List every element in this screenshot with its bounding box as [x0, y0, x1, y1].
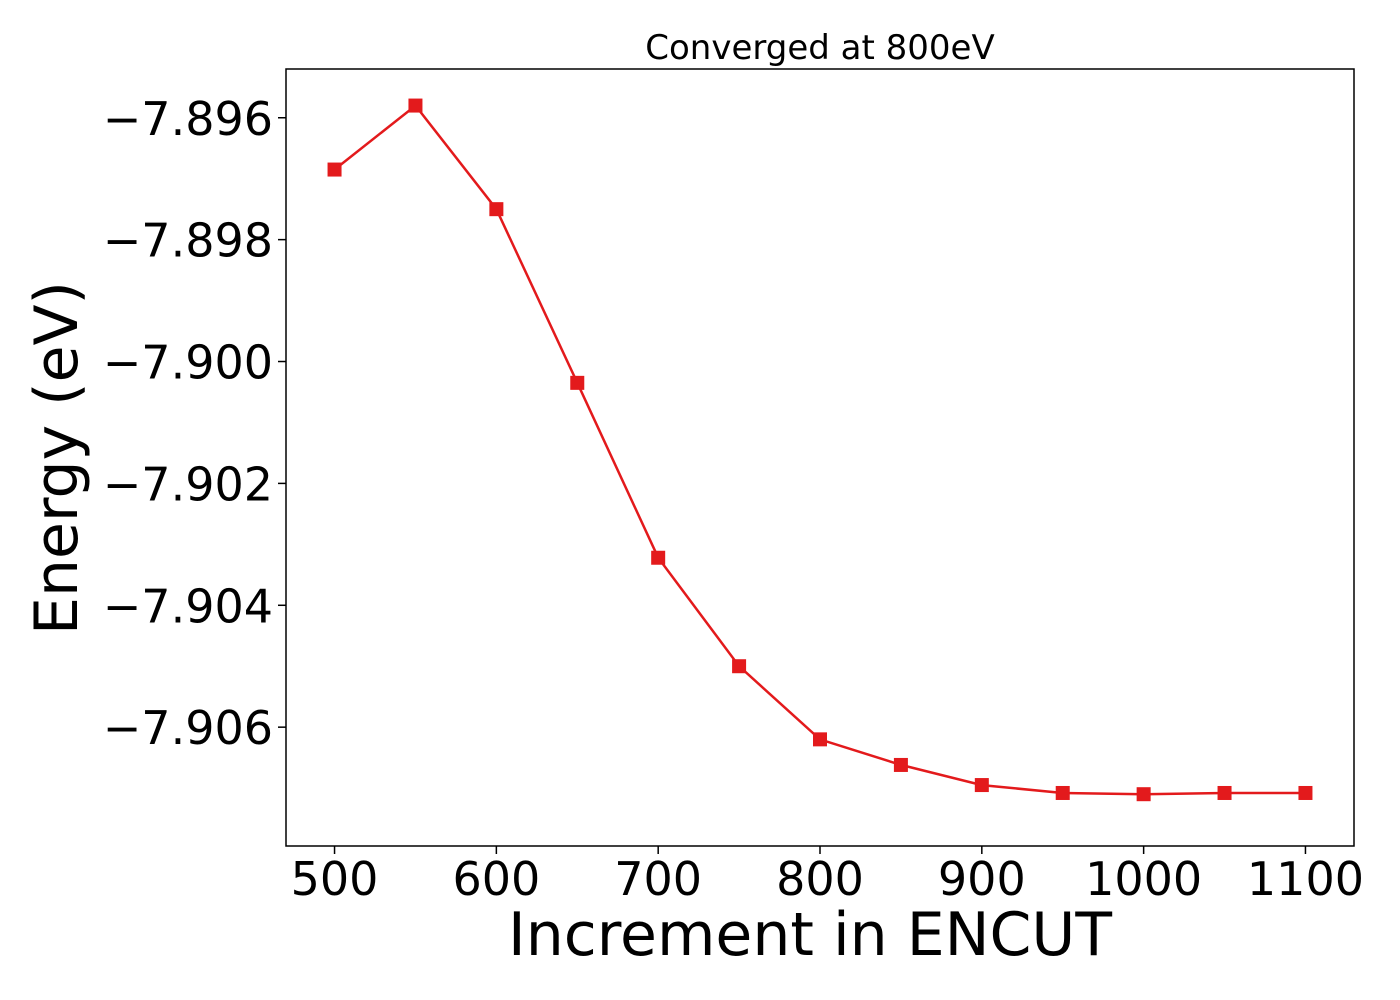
y-tick-label: −7.900: [103, 336, 273, 390]
data-point: [813, 732, 827, 747]
x-axis-label: Increment in ENCUT: [508, 900, 1112, 970]
series-line: [333, 103, 1306, 796]
data-point: [570, 375, 585, 390]
data-point: [651, 550, 666, 565]
y-tick-label: −7.906: [103, 701, 273, 755]
x-tick-label: 900: [938, 852, 1026, 906]
x-tick-label: 1000: [1085, 852, 1202, 906]
y-axis: −7.896 −7.898 −7.900 −7.902 −7.904 −7.906: [103, 92, 286, 755]
y-tick-label: −7.902: [103, 457, 273, 511]
y-tick-label: −7.904: [103, 579, 273, 633]
chart-title: Converged at 800eV: [645, 28, 994, 68]
data-point: [1298, 785, 1313, 800]
x-tick-label: 600: [452, 852, 540, 906]
plot-frame: [285, 68, 1355, 847]
data-point: [893, 757, 908, 772]
series-layer: [327, 98, 1313, 802]
x-tick-label: 700: [614, 852, 702, 906]
data-point: [1136, 787, 1151, 802]
x-axis: 500 600 700 800 900 1000 1100: [291, 846, 1364, 906]
data-point: [327, 162, 342, 177]
data-point: [1217, 785, 1232, 800]
x-tick-label: 1100: [1247, 852, 1364, 906]
x-tick-label: 800: [776, 852, 864, 906]
x-tick-label: 500: [291, 852, 379, 906]
data-point: [732, 659, 747, 674]
data-point: [1055, 785, 1070, 800]
data-point: [408, 98, 423, 113]
y-tick-label: −7.896: [103, 92, 273, 146]
data-point: [974, 778, 989, 793]
y-tick-label: −7.898: [103, 214, 273, 268]
y-axis-label: Energy (eV): [22, 281, 92, 635]
data-point: [489, 202, 504, 217]
